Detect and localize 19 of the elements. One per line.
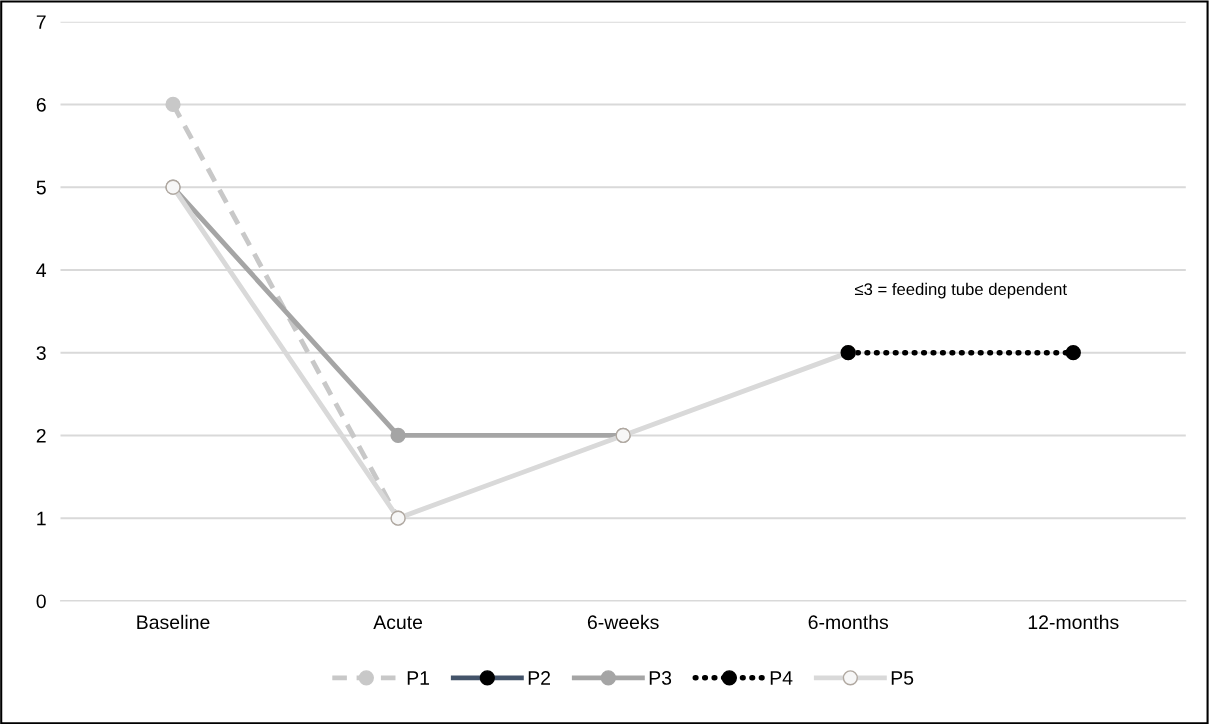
y-tick-label: 7 (36, 15, 46, 29)
x-tick-label: 6-months (808, 614, 889, 630)
legend-label: P5 (891, 671, 914, 685)
y-tick-label: 4 (36, 263, 47, 277)
legend-label: P1 (407, 671, 430, 685)
legend-label: P4 (770, 671, 793, 685)
y-tick-label: 1 (37, 511, 46, 526)
x-tick-label: Acute (373, 615, 423, 630)
x-tick-label: 12-months (1028, 614, 1119, 630)
y-tick-label: 3 (36, 346, 46, 360)
y-tick-label: 0 (36, 594, 46, 609)
legend-label: P3 (649, 671, 672, 685)
y-tick-label: 5 (36, 180, 46, 195)
x-tick-label: 6-weeks (587, 614, 659, 630)
legend-label: P2 (528, 671, 550, 685)
x-tick-label: Baseline (137, 614, 210, 630)
annotation: ≤3 = feeding tube dependent (854, 282, 1067, 299)
y-tick-label: 6 (36, 97, 46, 112)
y-tick-label: 2 (36, 428, 46, 443)
